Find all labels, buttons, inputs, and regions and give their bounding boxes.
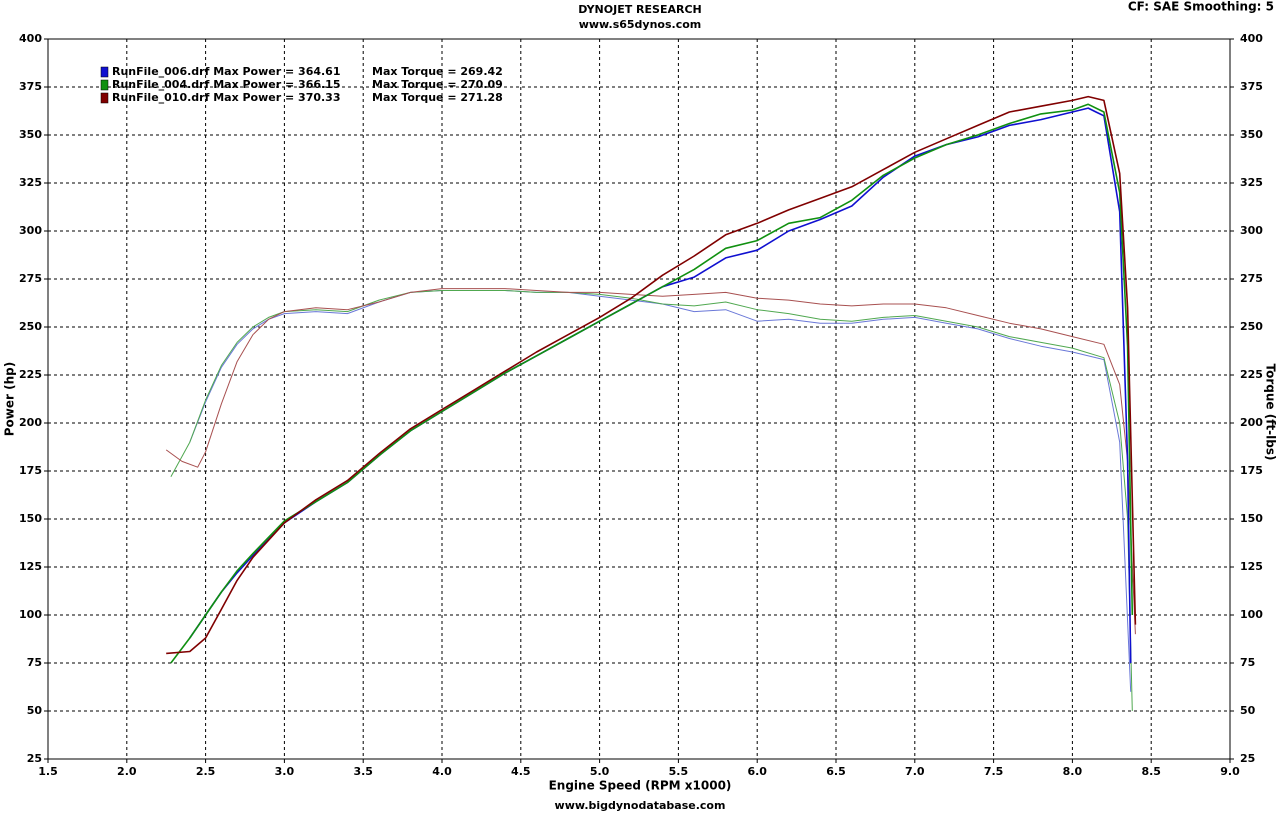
y2-tick-label: 375 xyxy=(1240,80,1263,93)
y-tick-label: 50 xyxy=(27,704,43,717)
y2-tick-label: 50 xyxy=(1240,704,1256,717)
legend-torque: Max Torque = 270.09 xyxy=(372,78,503,91)
chart-subtitle: www.s65dynos.com xyxy=(579,18,702,31)
footer: www.bigdynodatabase.com xyxy=(555,799,726,812)
x-tick-label: 6.5 xyxy=(826,765,846,778)
x-tick-label: 3.0 xyxy=(275,765,295,778)
y-tick-label: 325 xyxy=(19,176,42,189)
y-tick-label: 250 xyxy=(19,320,42,333)
y2-tick-label: 25 xyxy=(1240,752,1255,765)
legend-swatch xyxy=(100,92,109,104)
y2-tick-label: 275 xyxy=(1240,272,1263,285)
x-tick-label: 1.5 xyxy=(38,765,58,778)
legend-power: RunFile_004.drf Max Power = 366.15 xyxy=(112,78,341,91)
x-tick-label: 9.0 xyxy=(1220,765,1240,778)
legend-torque: Max Torque = 269.42 xyxy=(372,65,503,78)
y2-tick-label: 125 xyxy=(1240,560,1263,573)
plot-frame xyxy=(47,38,1231,760)
y2-tick-label: 225 xyxy=(1240,368,1263,381)
y-tick-label: 350 xyxy=(19,128,42,141)
y-tick-label: 300 xyxy=(19,224,42,237)
y-tick-label: 200 xyxy=(19,416,42,429)
x-tick-label: 2.0 xyxy=(117,765,137,778)
y-tick-label: 275 xyxy=(19,272,42,285)
x-tick-label: 7.5 xyxy=(984,765,1004,778)
x-tick-label: 6.0 xyxy=(747,765,767,778)
y2-tick-label: 175 xyxy=(1240,464,1263,477)
x-tick-label: 8.5 xyxy=(1141,765,1161,778)
y2-tick-label: 100 xyxy=(1240,608,1263,621)
y2-tick-label: 350 xyxy=(1240,128,1263,141)
y2-tick-label: 200 xyxy=(1240,416,1263,429)
power-line xyxy=(170,103,1134,664)
x-tick-label: 4.0 xyxy=(432,765,452,778)
x-tick-label: 4.5 xyxy=(511,765,531,778)
y2-tick-label: 300 xyxy=(1240,224,1263,237)
torque-line xyxy=(165,288,1136,635)
power-line xyxy=(189,107,1132,664)
y2-tick-label: 250 xyxy=(1240,320,1263,333)
y-tick-label: 150 xyxy=(19,512,42,525)
y-tick-label: 25 xyxy=(27,752,42,765)
y-tick-label: 225 xyxy=(19,368,42,381)
y-tick-label: 100 xyxy=(19,608,42,621)
y-tick-label: 75 xyxy=(27,656,42,669)
legend-swatch xyxy=(100,79,109,91)
corner-note: CF: SAE Smoothing: 5 xyxy=(1128,0,1274,14)
y-tick-label: 125 xyxy=(19,560,42,573)
y-tick-label: 175 xyxy=(19,464,42,477)
y-tick-label: 400 xyxy=(19,32,42,45)
y2-axis-label: Torque (ft-lbs) xyxy=(1264,364,1278,461)
x-tick-label: 3.5 xyxy=(353,765,373,778)
x-tick-label: 5.5 xyxy=(669,765,689,778)
y2-tick-label: 150 xyxy=(1240,512,1263,525)
legend-swatch xyxy=(100,66,109,78)
y2-tick-label: 325 xyxy=(1240,176,1263,189)
torque-line xyxy=(189,290,1132,692)
legend-power: RunFile_010.drf Max Power = 370.33 xyxy=(112,91,341,104)
y-tick-label: 375 xyxy=(19,80,42,93)
chart-title: DYNOJET RESEARCH xyxy=(578,3,701,16)
x-axis-label: Engine Speed (RPM x1000) xyxy=(549,779,732,793)
legend-power: RunFile_006.drf Max Power = 364.61 xyxy=(112,65,341,78)
x-tick-label: 5.0 xyxy=(590,765,610,778)
y2-tick-label: 400 xyxy=(1240,32,1263,45)
y2-tick-label: 75 xyxy=(1240,656,1255,669)
legend-torque: Max Torque = 271.28 xyxy=(372,91,503,104)
x-tick-label: 7.0 xyxy=(905,765,925,778)
x-tick-label: 2.5 xyxy=(196,765,216,778)
power-line xyxy=(166,95,1137,655)
x-tick-label: 8.0 xyxy=(1063,765,1083,778)
y-axis-label: Power (hp) xyxy=(3,362,17,436)
